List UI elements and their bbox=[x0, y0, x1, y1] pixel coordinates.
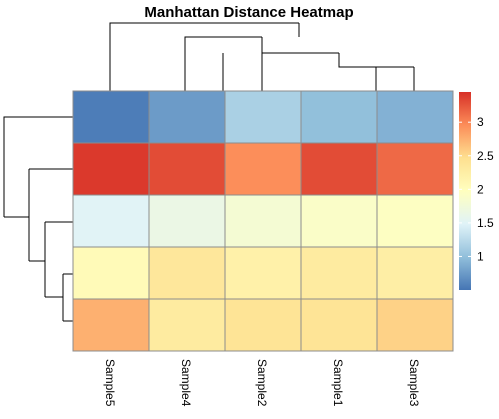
column-label-Sample4: Sample4 bbox=[179, 359, 193, 407]
column-label-Sample5: Sample5 bbox=[103, 359, 117, 407]
column-dendrogram bbox=[109, 22, 415, 91]
heatmap-cell-r5-Sample3 bbox=[376, 298, 454, 352]
color-legend: 1 1.5 2 2.5 3 bbox=[459, 92, 494, 290]
heatmap-cell-r4-Sample1 bbox=[300, 246, 378, 300]
row-dendro-branch-1 bbox=[3, 116, 73, 217]
column-label-Sample1: Sample1 bbox=[331, 359, 345, 407]
heatmap-cell-r2-Sample4 bbox=[148, 142, 226, 196]
heatmap-cell-r5-Sample5 bbox=[72, 298, 150, 352]
heatmap-cell-r1-Sample3 bbox=[376, 90, 454, 144]
heatmap-cell-r5-Sample2 bbox=[224, 298, 302, 352]
heatmap-cell-r1-Sample4 bbox=[148, 90, 226, 144]
col-dendro-branch-2 bbox=[184, 36, 262, 91]
heatmap-cell-r4-Sample3 bbox=[376, 246, 454, 300]
col-dendro-branch-4 bbox=[261, 37, 339, 54]
heatmap-cell-r2-Sample1 bbox=[300, 142, 378, 196]
heatmap-cell-r1-Sample5 bbox=[72, 90, 150, 144]
legend-tick-label: 1 bbox=[477, 249, 484, 263]
heatmap-cell-r4-Sample5 bbox=[72, 246, 150, 300]
heatmap-cell-r3-Sample3 bbox=[376, 194, 454, 248]
column-label-Sample2: Sample2 bbox=[255, 359, 269, 407]
heatmap-cell-r3-Sample5 bbox=[72, 194, 150, 248]
heatmap-cell-r3-Sample1 bbox=[300, 194, 378, 248]
legend-color-bar bbox=[459, 92, 471, 290]
legend-tick-label: 1.5 bbox=[477, 216, 494, 230]
heatmap-cell-r1-Sample2 bbox=[224, 90, 302, 144]
heatmap-cell-r5-Sample1 bbox=[300, 298, 378, 352]
heatmap-cells bbox=[72, 90, 454, 352]
legend-tick-label: 2.5 bbox=[477, 149, 494, 163]
chart-title: Manhattan Distance Heatmap bbox=[144, 4, 353, 21]
heatmap-cell-r3-Sample4 bbox=[148, 194, 226, 248]
legend-tick-label: 2 bbox=[477, 182, 484, 196]
column-labels: Sample5 Sample4 Sample2 Sample1 Sample3 bbox=[103, 359, 421, 407]
col-dendro-branch-5 bbox=[338, 53, 414, 68]
heatmap-cell-r2-Sample3 bbox=[376, 142, 454, 196]
legend-tick-label: 3 bbox=[477, 115, 484, 129]
col-dendro-branch-1 bbox=[109, 22, 299, 91]
heatmap-cell-r4-Sample2 bbox=[224, 246, 302, 300]
heatmap-cell-r3-Sample2 bbox=[224, 194, 302, 248]
column-label-Sample3: Sample3 bbox=[407, 359, 421, 407]
row-dendrogram bbox=[3, 116, 73, 322]
heatmap-cell-r5-Sample4 bbox=[148, 298, 226, 352]
heatmap-cell-r4-Sample4 bbox=[148, 246, 226, 300]
heatmap-cell-r1-Sample1 bbox=[300, 90, 378, 144]
heatmap-cell-r2-Sample5 bbox=[72, 142, 150, 196]
heatmap-cell-r2-Sample2 bbox=[224, 142, 302, 196]
